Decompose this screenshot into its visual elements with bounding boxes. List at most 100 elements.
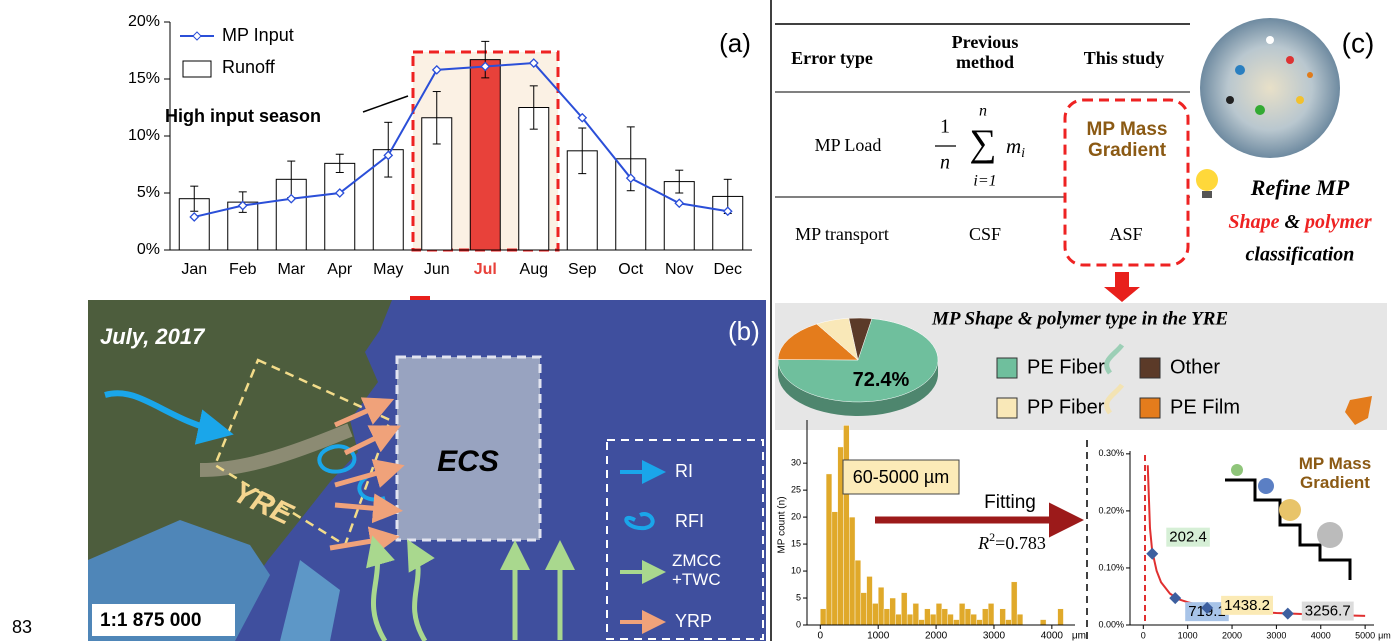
histogram-bar <box>1006 620 1012 625</box>
histogram-bar <box>1011 582 1017 625</box>
y-tick-label: 5 <box>796 592 801 602</box>
histogram-bar <box>988 603 994 625</box>
formula: i=1 <box>973 173 996 190</box>
histogram-bar <box>878 587 884 625</box>
fit-title: MP Mass Gradient <box>1285 455 1385 492</box>
cell: MP Mass Gradient <box>1068 120 1186 162</box>
y-tick-label: 10 <box>791 565 801 575</box>
page-number: 83 <box>12 617 32 637</box>
histogram-bar <box>977 620 983 625</box>
x-tick-label: 3000 <box>983 631 1006 641</box>
formula: 1 <box>940 116 950 138</box>
histogram-bar <box>849 517 855 625</box>
histogram-bar <box>896 614 902 625</box>
y-tick-label: 15% <box>128 70 160 87</box>
legend-label: MP Input <box>222 25 294 45</box>
annotation: 60-5000 µm <box>853 467 949 487</box>
y-tick-label: 0% <box>137 241 160 258</box>
legend-swatch <box>183 61 211 77</box>
legend-label: Runoff <box>222 57 276 77</box>
legend-marker <box>193 32 201 40</box>
histogram-bar <box>930 614 936 625</box>
cell: CSF <box>969 224 1001 244</box>
bar <box>470 60 500 250</box>
legend-label: YRP <box>675 611 712 631</box>
arrow <box>1104 272 1140 302</box>
x-tick-label: 1000 <box>867 631 890 641</box>
legend-label: Other <box>1170 356 1220 378</box>
x-tick-label: Jul <box>474 261 497 278</box>
histogram-bar <box>867 576 873 625</box>
legend-label: ZMCC +TWC <box>672 552 736 589</box>
figure: 83 July, 2017 (b) ECS YRE 1:1 875 000 RI… <box>0 0 1391 641</box>
x-tick-label: 2000 <box>1222 630 1242 640</box>
fitting-label: Fitting <box>984 492 1036 513</box>
histogram-bar <box>872 603 878 625</box>
point-label: 3256.7 <box>1305 603 1351 620</box>
panel-label: (b) <box>728 316 760 346</box>
histogram-bar <box>925 609 931 625</box>
histogram-bar <box>982 609 988 625</box>
cell: MP transport <box>795 224 889 244</box>
x-tick-label: 3000 <box>1266 630 1286 640</box>
histogram-bar <box>1017 614 1023 625</box>
sphere <box>1231 464 1243 476</box>
histogram-bar <box>965 609 971 625</box>
refine-text: Shape & polymer <box>1228 211 1372 233</box>
histogram-bar <box>953 620 959 625</box>
histogram-bar <box>1058 609 1064 625</box>
value-label: 72.4% <box>853 369 910 391</box>
formula: n <box>979 103 987 120</box>
point-label: 202.4 <box>1169 529 1207 546</box>
histogram-bar <box>913 603 919 625</box>
legend-swatch <box>997 398 1017 418</box>
y-tick-label: 0.00% <box>1098 619 1124 629</box>
histogram-bar <box>855 560 861 625</box>
annotation-pointer <box>363 96 408 112</box>
histogram-bar <box>948 614 954 625</box>
point <box>1282 608 1294 620</box>
map-date: July, 2017 <box>100 324 206 349</box>
legend-label: RFI <box>675 511 704 531</box>
bar <box>325 163 355 250</box>
formula: i <box>1021 146 1025 161</box>
histogram-bar <box>843 425 849 625</box>
point <box>1146 548 1158 560</box>
x-tick-label: Mar <box>277 261 305 278</box>
legend-swatch <box>1140 358 1160 378</box>
y-tick-label: 0.30% <box>1098 448 1124 458</box>
pie-title: MP Shape & polymer type in the YRE <box>931 308 1228 329</box>
y-tick-label: 10% <box>128 127 160 144</box>
x-tick-label: 0 <box>1141 630 1146 640</box>
cell: ASF <box>1109 224 1142 244</box>
map: July, 2017 (b) ECS YRE 1:1 875 000 RI RF… <box>88 300 766 641</box>
x-tick-label: Jun <box>424 261 450 278</box>
y-tick-label: 30 <box>791 458 801 468</box>
refine-text: Shape <box>1228 211 1279 233</box>
x-tick-label: 2000 <box>925 631 948 641</box>
histogram-bar <box>1000 609 1006 625</box>
legend-label: PE Fiber <box>1027 356 1105 378</box>
x-tick-label: Nov <box>665 261 693 278</box>
y-axis-label: MP count (n) <box>777 496 788 553</box>
histogram-bar <box>907 614 913 625</box>
formula: mi <box>1006 134 1025 161</box>
fit-title: MP Mass Gradient <box>1285 455 1385 505</box>
annotation: High input season <box>165 106 321 126</box>
y-tick-label: 20 <box>791 511 801 521</box>
y-tick-label: 0 <box>796 619 801 629</box>
y-tick-label: 25 <box>791 485 801 495</box>
x-tick-label: Jan <box>181 261 207 278</box>
formula: ∑ <box>969 123 996 165</box>
cell: MP Load <box>815 135 882 155</box>
histogram-bar <box>1040 620 1046 625</box>
histogram-bar <box>826 474 832 625</box>
x-tick-label: Aug <box>520 261 548 278</box>
x-unit: μm <box>1072 631 1086 641</box>
sphere <box>1317 522 1343 548</box>
x-tick-label: Sep <box>568 261 597 278</box>
x-tick-label: Dec <box>714 261 742 278</box>
x-tick-label: Apr <box>327 261 353 278</box>
histogram-bar <box>820 609 826 625</box>
panel-label: (a) <box>719 28 751 58</box>
